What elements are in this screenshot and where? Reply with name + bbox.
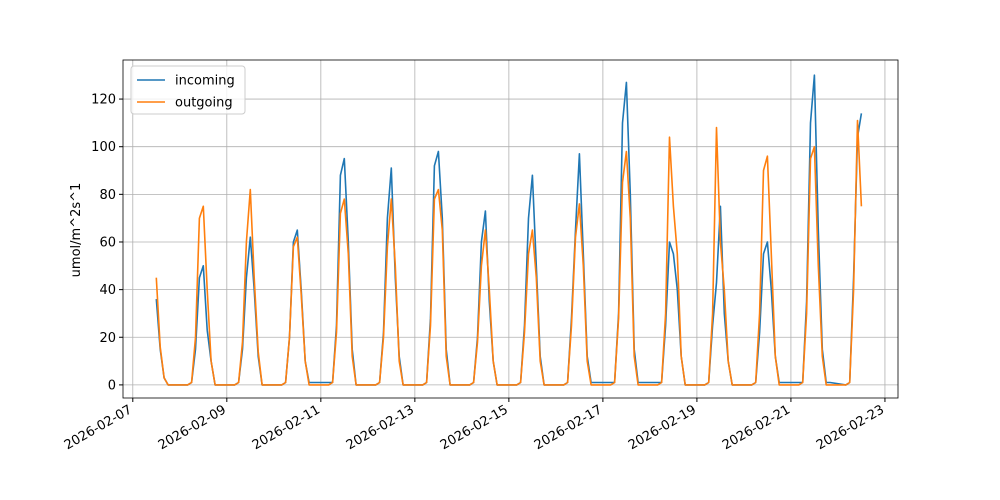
x-tick-label: 2026-02-17 xyxy=(532,402,605,453)
y-axis-label: umol/m^2s^1 xyxy=(69,183,84,278)
x-tick-label: 2026-02-19 xyxy=(626,402,699,453)
y-tick-label: 40 xyxy=(99,283,116,298)
y-tick-label: 20 xyxy=(99,331,116,346)
x-tick-label: 2026-02-21 xyxy=(720,402,793,453)
y-tick-label: 80 xyxy=(99,188,116,203)
y-tick-label: 120 xyxy=(91,93,116,108)
legend-label: outgoing xyxy=(175,96,233,111)
y-tick-label: 100 xyxy=(91,140,116,155)
legend-label: incoming xyxy=(175,74,235,89)
x-tick-label: 2026-02-13 xyxy=(344,402,417,453)
x-tick-label: 2026-02-15 xyxy=(438,402,511,453)
y-tick-label: 60 xyxy=(99,235,116,250)
y-tick-label: 0 xyxy=(108,378,116,393)
x-tick-label: 2026-02-11 xyxy=(250,402,323,453)
x-tick-label: 2026-02-07 xyxy=(62,402,135,453)
line-series xyxy=(155,119,863,386)
x-tick-label: 2026-02-23 xyxy=(814,402,887,453)
plot-frame xyxy=(122,59,899,399)
x-tick-label: 2026-02-09 xyxy=(156,402,229,453)
